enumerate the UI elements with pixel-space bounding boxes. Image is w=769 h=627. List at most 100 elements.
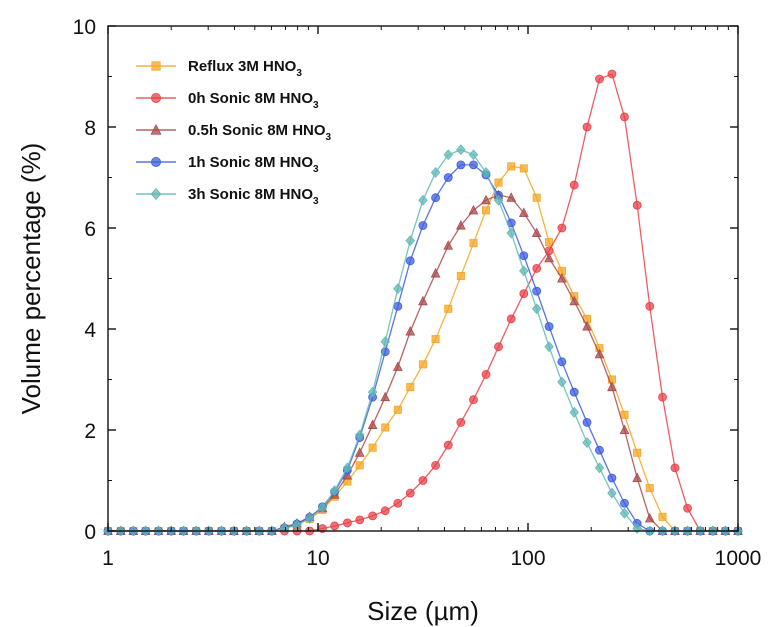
y-tick-label: 4 <box>84 319 96 342</box>
data-point <box>518 207 529 217</box>
series-layer <box>103 69 743 537</box>
data-point <box>544 252 554 263</box>
data-point <box>150 156 161 167</box>
data-point <box>342 462 353 474</box>
data-point <box>354 447 365 457</box>
data-point <box>519 289 529 299</box>
data-point <box>418 221 428 230</box>
data-point <box>582 418 592 427</box>
data-point <box>329 485 340 497</box>
data-point <box>557 273 567 283</box>
x-tick-label: 1000 <box>715 547 762 570</box>
data-point <box>607 69 617 79</box>
data-point <box>368 511 378 521</box>
data-point <box>405 235 415 247</box>
data-point <box>594 348 605 359</box>
legend-label: Reflux 3M HNO3 <box>188 58 302 79</box>
data-point <box>342 518 352 528</box>
data-point <box>443 240 454 250</box>
data-point <box>632 472 643 482</box>
data-point <box>481 370 491 379</box>
data-point <box>493 194 504 206</box>
data-point <box>645 301 655 311</box>
data-point <box>619 507 630 519</box>
data-point <box>150 123 162 135</box>
data-point <box>482 206 491 215</box>
data-point <box>569 406 579 418</box>
ticks-layer: 1 10 100 1000 0 2 4 6 8 10 <box>73 16 762 570</box>
data-point <box>644 512 655 523</box>
data-point <box>317 502 328 514</box>
data-point <box>150 93 161 104</box>
legend-entry: 0h Sonic 8M HNO3 <box>136 90 319 111</box>
data-point <box>418 295 428 306</box>
data-point <box>532 193 541 202</box>
data-point <box>683 503 692 513</box>
data-point <box>418 476 428 485</box>
data-point <box>469 395 478 405</box>
data-point <box>367 419 378 429</box>
data-point <box>443 440 453 450</box>
data-point <box>150 187 162 201</box>
data-point <box>658 512 667 521</box>
data-point <box>456 418 466 427</box>
data-point <box>544 341 554 353</box>
data-point <box>531 227 542 238</box>
legend-label: 0.5h Sonic 8M HNO3 <box>188 122 332 143</box>
data-point <box>430 167 441 178</box>
data-point <box>368 443 377 452</box>
data-point <box>632 200 642 210</box>
data-point <box>531 303 542 315</box>
data-point <box>456 271 465 280</box>
data-point <box>443 149 453 161</box>
data-point <box>456 144 466 156</box>
data-point <box>569 387 579 397</box>
data-point <box>431 193 440 203</box>
data-point <box>418 194 428 206</box>
data-point <box>620 498 629 508</box>
data-point <box>507 162 516 171</box>
data-point <box>406 383 415 392</box>
data-point <box>545 238 554 247</box>
data-point <box>380 336 390 348</box>
data-point <box>355 461 364 470</box>
data-point <box>354 429 365 441</box>
data-point <box>418 360 427 369</box>
data-point <box>380 506 390 516</box>
y-axis-title: Volume percentage (%) <box>16 143 46 415</box>
data-point <box>619 424 630 435</box>
data-point <box>607 487 617 499</box>
data-point <box>392 361 403 371</box>
data-point <box>431 460 440 470</box>
data-point <box>151 61 161 71</box>
data-point <box>670 463 680 473</box>
data-point <box>481 167 491 178</box>
x-axis-title: Size (µm) <box>367 596 479 626</box>
data-point <box>532 263 542 273</box>
data-point <box>456 160 466 170</box>
legend: Reflux 3M HNO3 0h Sonic 8M HNO3 0.5h Sonic… <box>136 58 332 207</box>
legend-entry: 1h Sonic 8M HNO3 <box>136 154 319 175</box>
data-point <box>444 304 453 313</box>
data-point <box>569 295 580 306</box>
data-point <box>506 192 517 202</box>
data-point <box>405 256 415 266</box>
data-point <box>304 512 315 524</box>
data-point <box>595 445 604 455</box>
data-point <box>443 173 453 182</box>
data-point <box>519 265 529 277</box>
data-point <box>544 322 554 331</box>
data-point <box>430 267 441 278</box>
x-tick-label: 10 <box>306 547 329 570</box>
y-tick-label: 2 <box>84 420 96 443</box>
y-tick-label: 6 <box>84 218 96 241</box>
data-point <box>393 498 403 508</box>
legend-entry: 0.5h Sonic 8M HNO3 <box>136 122 332 143</box>
data-point <box>595 74 604 84</box>
data-point <box>582 320 592 331</box>
data-point <box>393 301 403 311</box>
data-point <box>632 523 642 534</box>
data-point <box>393 405 402 414</box>
data-point <box>620 410 629 419</box>
data-point <box>367 386 378 398</box>
